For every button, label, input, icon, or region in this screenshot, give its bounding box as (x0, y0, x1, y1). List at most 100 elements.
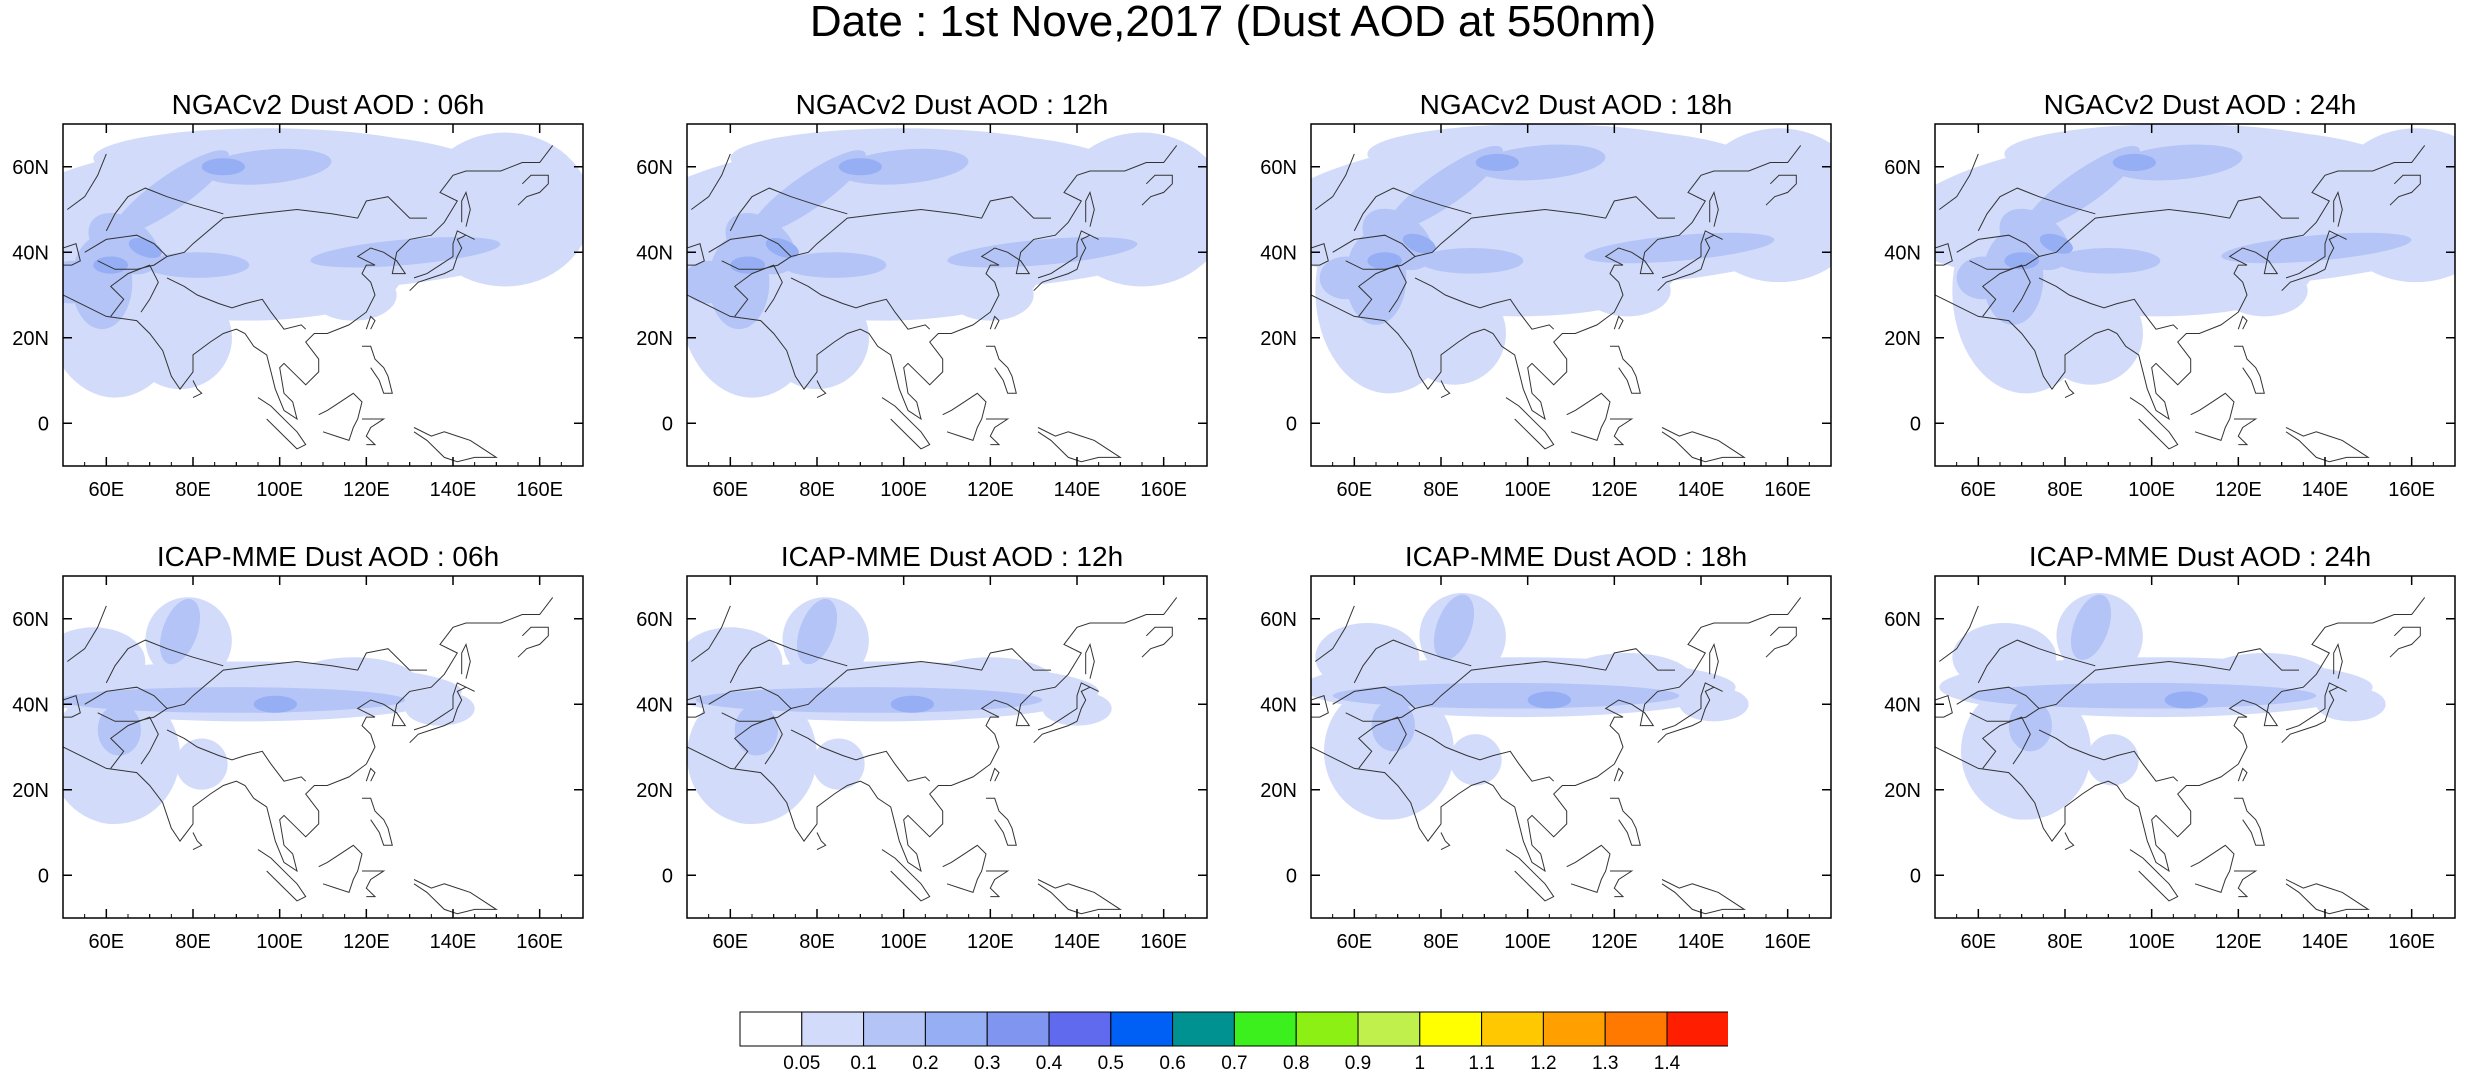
coastline (986, 797, 1017, 846)
coastline-layer (1935, 145, 2426, 463)
aod-shade (2039, 282, 2143, 385)
coastline (1085, 642, 1095, 679)
lon-tick-label: 80E (799, 931, 835, 953)
lon-tick-label: 100E (2128, 931, 2175, 953)
aod-shade (2039, 233, 2073, 254)
lon-tick-label: 80E (1423, 931, 1459, 953)
aod-shade (1371, 699, 1415, 752)
colorbar-label: 0.4 (1036, 1053, 1063, 1071)
aod-shade (1055, 132, 1207, 287)
coastline (1037, 427, 1122, 463)
coastline (1661, 879, 1746, 915)
coastline (2190, 844, 2235, 894)
aod-shade (782, 252, 887, 278)
lon-tick-label: 60E (1337, 931, 1373, 953)
panel-title: NGACv2 Dust AOD : 12h (795, 89, 1109, 120)
lon-tick-label: 120E (1591, 479, 1638, 501)
aod-shade (159, 598, 201, 665)
lat-tick-label: 40N (1884, 242, 1921, 264)
coastline (1414, 648, 1675, 709)
aod-shade (812, 738, 865, 790)
coastline (365, 767, 376, 782)
coastline (1935, 597, 2426, 873)
aod-shade (175, 738, 228, 790)
coastline (1414, 277, 1555, 330)
coastline (1566, 392, 1611, 442)
coastline (1981, 716, 2031, 769)
dust-aod-map: 60E 80E 100E 120E 140E 160E 0 20N 40N 60N (1884, 575, 2456, 953)
lat-tick-label: 20N (1260, 328, 1297, 350)
coastline (986, 345, 1017, 394)
coastline (109, 264, 159, 317)
coastline (409, 230, 475, 292)
coastline (687, 243, 705, 266)
coastline (1033, 682, 1099, 744)
coastline (318, 392, 363, 442)
colorbar-swatch (1110, 1011, 1174, 1047)
aod-shade (1387, 145, 1503, 231)
coastline-layer (1311, 597, 1802, 915)
colorbar-swatch (924, 1011, 988, 1047)
map-panel: ICAP-MME Dust AOD : 24h 60E 80E 100E 120E 140… (1873, 542, 2465, 962)
map-panel: ICAP-MME Dust AOD : 06h 60E 80E 100E 120E 140… (1, 542, 593, 962)
lon-tick-label: 80E (799, 479, 835, 501)
coastline (2190, 392, 2235, 442)
lat-tick-label: 40N (636, 694, 673, 716)
lon-tick-label: 60E (89, 479, 125, 501)
aod-field (687, 597, 1112, 824)
coastline (989, 315, 1000, 330)
lon-tick-label: 100E (1504, 479, 1551, 501)
aod-shade (1952, 623, 2057, 692)
panel-title: ICAP-MME Dust AOD : 12h (780, 541, 1124, 572)
lon-tick-label: 120E (343, 931, 390, 953)
lon-tick-label: 120E (1591, 931, 1638, 953)
colorbar-label: 0.7 (1221, 1053, 1247, 1071)
lon-tick-label: 140E (2302, 931, 2349, 953)
coastline (2389, 174, 2421, 206)
coastline (2038, 648, 2299, 709)
aod-shade (1319, 256, 1372, 300)
aod-shade (113, 150, 229, 235)
colorbar-swatch (1542, 1011, 1606, 1047)
colorbar-swatch (1233, 1011, 1297, 1047)
lon-tick-label: 80E (1423, 479, 1459, 501)
coastline (790, 196, 1051, 257)
aod-shade (405, 691, 475, 726)
aod-shade (1402, 233, 1436, 254)
colorbar-label: 0.1 (850, 1053, 876, 1071)
lon-tick-label: 100E (256, 479, 303, 501)
lat-tick-label: 40N (1884, 694, 1921, 716)
coastline (2333, 190, 2343, 227)
lon-tick-label: 120E (967, 931, 1014, 953)
coastline (1505, 397, 1555, 450)
coastline (105, 187, 224, 232)
colorbar-swatch (801, 1011, 865, 1047)
coastline (1610, 418, 1634, 446)
dust-aod-map: 60E 80E 100E 120E 140E 160E 0 20N 40N 60N (636, 575, 1208, 953)
coastline (2281, 230, 2347, 292)
map-panel: NGACv2 Dust AOD : 18h 60E 80E 100E 120E 140E 1… (1249, 90, 1841, 510)
coastline (362, 345, 393, 394)
aod-shade (93, 256, 128, 274)
coastline (881, 397, 931, 450)
coastline (67, 605, 107, 662)
coastline (1311, 243, 1329, 266)
aod-colorbar: 0.05 0.1 0.2 0.3 0.4 0.5 0.6 0.7 0.8 0.9 1 1.1 1.2 1.… (739, 1011, 1728, 1071)
coastline (1311, 695, 1329, 718)
coastline (1610, 345, 1641, 394)
panel-title: NGACv2 Dust AOD : 18h (1419, 89, 1733, 120)
coastline (2038, 196, 2299, 257)
aod-shade (750, 150, 866, 235)
coastline (362, 797, 393, 846)
coastline (1765, 174, 1797, 206)
coastline (461, 190, 471, 227)
coastline (1311, 145, 1802, 421)
aod-shade (1433, 594, 1475, 660)
coastline (257, 397, 307, 450)
aod-field (63, 128, 583, 398)
coastline (2234, 418, 2258, 446)
coastline (1610, 870, 1634, 898)
lon-tick-label: 140E (1054, 931, 1101, 953)
lon-tick-label: 120E (2215, 931, 2262, 953)
map-panel: NGACv2 Dust AOD : 12h 60E 80E 100E 120E 140E 1… (625, 90, 1217, 510)
